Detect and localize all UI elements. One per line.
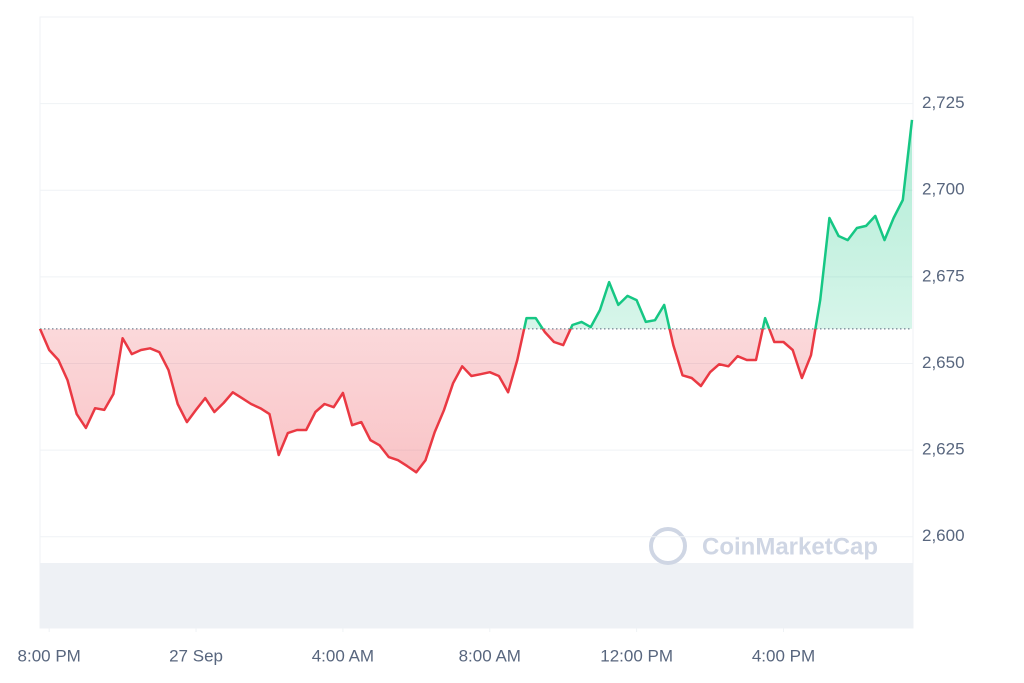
x-tick-label: 8:00 AM [459,646,521,665]
line-below [38,328,817,474]
y-tick-label: 2,600 [922,526,965,545]
x-tick-label: 12:00 PM [600,646,673,665]
y-tick-label: 2,625 [922,440,965,459]
x-tick-label: 8:00 PM [18,646,81,665]
x-tick-label: 4:00 AM [312,646,374,665]
y-tick-label: 2,700 [922,180,965,199]
y-tick-label: 2,725 [922,93,965,112]
x-tick-label: 27 Sep [169,646,223,665]
watermark-text: CoinMarketCap [702,533,878,560]
y-tick-label: 2,650 [922,353,965,372]
area-above [40,119,912,329]
watermark: CoinMarketCap [649,527,878,565]
area-below [40,328,816,473]
volume-band [40,563,913,628]
y-tick-label: 2,675 [922,266,965,285]
line-above [39,119,914,329]
watermark-logo [649,527,687,565]
x-tick-label: 4:00 PM [752,646,815,665]
